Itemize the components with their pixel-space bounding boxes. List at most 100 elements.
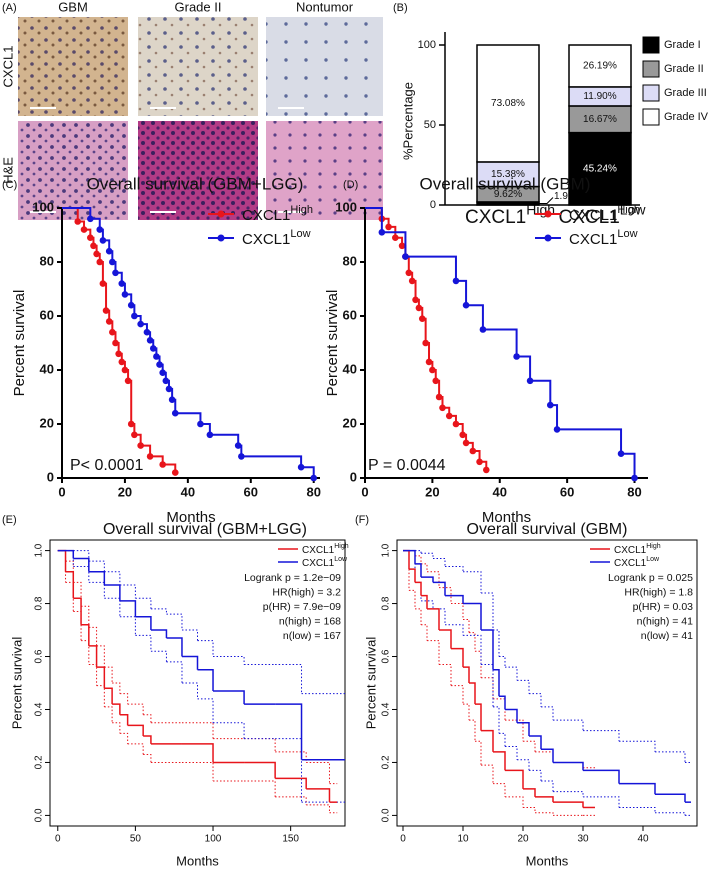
y-axis-label: Percent survival xyxy=(11,290,28,397)
y-tick-label: 20 xyxy=(343,415,357,430)
ci-lower-line xyxy=(181,682,198,699)
ci-upper-line xyxy=(135,597,152,609)
y-tick-label: 0.6 xyxy=(34,649,45,663)
survival-step xyxy=(128,379,133,424)
x-tick-label: 0 xyxy=(400,834,406,845)
ci-upper-line xyxy=(112,682,121,694)
survival-point xyxy=(80,226,88,233)
x-tick-label: 60 xyxy=(560,484,574,499)
column-label: GBM xyxy=(58,0,88,14)
legend-label-base: CXCL1 xyxy=(242,207,290,224)
x-axis-label: Months xyxy=(166,509,215,526)
ci-upper-line xyxy=(275,663,303,694)
x-tick-label: 10 xyxy=(457,834,469,845)
survival-step xyxy=(516,355,532,381)
survival-step xyxy=(619,782,656,795)
ci-upper-line xyxy=(415,550,422,554)
survival-step xyxy=(541,748,554,763)
legend-label: CXCL1Low xyxy=(302,556,348,569)
survival-point xyxy=(99,280,107,287)
ci-lower-line xyxy=(463,634,482,665)
ci-lower-line xyxy=(88,663,98,686)
survival-step xyxy=(275,777,307,789)
legend-swatch xyxy=(642,108,660,126)
legend-label-sup: High xyxy=(334,543,349,550)
y-tick-label: 1.0 xyxy=(381,543,392,557)
survival-point xyxy=(429,366,436,374)
ci-upper-line xyxy=(181,722,214,739)
y-tick-label: 1.0 xyxy=(34,543,45,557)
ci-upper-line xyxy=(553,719,584,731)
y-axis-label: Percent survival xyxy=(363,637,378,730)
ci-upper-line xyxy=(499,656,506,668)
plot-frame xyxy=(396,539,698,827)
value-label: 73.08% xyxy=(491,98,525,109)
survival-step xyxy=(493,669,500,697)
survival-step xyxy=(119,714,129,726)
ci-lower-line xyxy=(57,550,67,583)
plot-frame xyxy=(49,539,346,827)
ci-upper-line xyxy=(505,666,518,681)
ci-lower-line xyxy=(475,740,482,766)
ci-upper-line xyxy=(244,738,276,752)
survival-step xyxy=(422,317,427,343)
survival-step xyxy=(463,666,470,683)
survival-point xyxy=(297,463,305,471)
survival-step xyxy=(481,729,494,752)
survival-point xyxy=(452,420,460,428)
legend-label: Grade III xyxy=(664,87,707,99)
legend-label-base: CXCL1 xyxy=(302,545,335,556)
ci-lower-line xyxy=(421,624,428,641)
legend-label: CXCL1High xyxy=(242,204,313,224)
survival-step xyxy=(104,687,113,705)
y-tick-label: 0 xyxy=(350,469,357,484)
survival-step xyxy=(415,563,422,578)
survival-point xyxy=(415,304,423,312)
ci-upper-line xyxy=(88,560,105,572)
y-tick-label: 0.4 xyxy=(381,702,392,716)
y-tick-label: 0 xyxy=(430,199,436,211)
survival-point xyxy=(398,242,406,250)
y-tick-label: 40 xyxy=(343,361,357,376)
panel-label: (B) xyxy=(393,2,408,14)
survival-point xyxy=(310,474,318,482)
ci-upper-line xyxy=(583,730,620,742)
ci-lower-line xyxy=(81,640,90,665)
survival-step xyxy=(135,616,152,631)
survival-step xyxy=(583,769,620,784)
survival-point xyxy=(392,234,399,241)
survival-point xyxy=(234,442,242,449)
survival-point xyxy=(109,258,116,266)
ci-upper-line xyxy=(57,550,67,562)
survival-point xyxy=(143,328,151,336)
survival-point xyxy=(149,345,157,352)
ci-upper-line xyxy=(409,550,416,556)
y-tick-label: 20 xyxy=(40,415,54,430)
legend-label-base: CXCL1 xyxy=(569,207,617,224)
survival-point xyxy=(171,409,179,417)
y-tick-label: 100 xyxy=(418,39,436,51)
ci-lower-line xyxy=(104,706,113,723)
survival-point xyxy=(109,328,116,336)
survival-step xyxy=(421,576,434,583)
legend-label: Grade I xyxy=(664,39,701,51)
survival-point xyxy=(459,431,467,439)
survival-point xyxy=(617,450,625,458)
ci-upper-line xyxy=(119,693,129,705)
row-label: H&E xyxy=(0,157,15,184)
survival-point xyxy=(159,461,166,468)
ci-upper-line xyxy=(469,632,476,652)
survival-step xyxy=(166,637,183,657)
ci-lower-line xyxy=(505,746,518,760)
survival-point xyxy=(402,253,409,260)
ci-upper-line xyxy=(655,751,686,763)
y-tick-label: 60 xyxy=(343,307,357,322)
survival-point xyxy=(171,469,179,476)
legend-marker xyxy=(217,234,225,242)
ci-lower-line xyxy=(535,812,554,816)
ci-upper-line xyxy=(421,552,434,559)
panel-label: (E) xyxy=(2,514,17,526)
bar-segment xyxy=(476,44,540,163)
ci-upper-line xyxy=(73,550,90,562)
survival-point xyxy=(90,242,97,250)
